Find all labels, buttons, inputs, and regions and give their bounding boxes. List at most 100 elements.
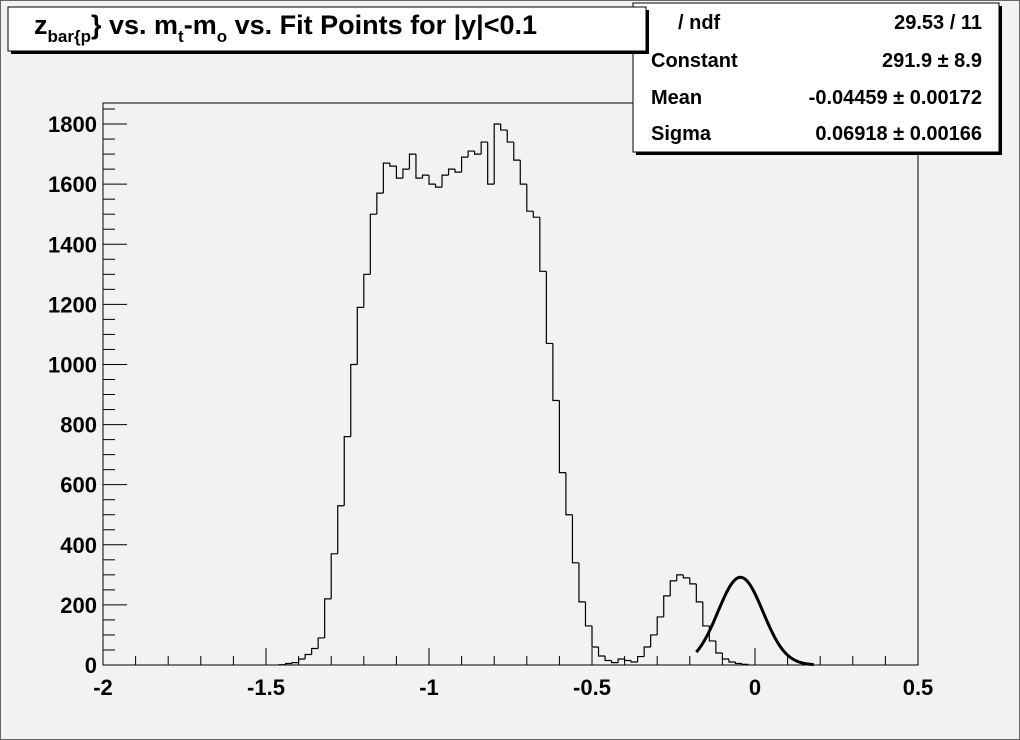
histogram-bin: [298, 658, 306, 663]
histogram-bin: [617, 658, 625, 663]
stats-label: Constant: [651, 50, 738, 72]
histogram: [278, 123, 750, 666]
y-tick-label: 600: [60, 473, 97, 498]
histogram-bin: [637, 655, 645, 662]
histogram-bin: [591, 625, 599, 648]
histogram-bin: [676, 574, 684, 581]
histogram-bin: [395, 166, 403, 179]
histogram-bin: [545, 271, 553, 345]
histogram-bin: [624, 658, 632, 662]
histogram-bin: [728, 658, 736, 663]
histogram-bin: [682, 574, 690, 579]
stats-box-frame: [632, 2, 1000, 153]
histogram-bin: [519, 160, 527, 185]
x-tick-label: -2: [93, 675, 113, 700]
histogram-bin: [597, 646, 606, 657]
histogram-bin: [434, 184, 443, 188]
histogram-bin: [715, 640, 723, 654]
histogram-bin: [291, 661, 299, 664]
histogram-bin: [539, 217, 547, 272]
histogram-bin: [447, 168, 456, 176]
y-axis: 0 200 400 600 800 1000 1200 1400 1600 1800: [48, 103, 127, 678]
y-tick-label: 200: [60, 593, 97, 618]
histogram-bin: [650, 634, 658, 647]
histogram-bin: [441, 174, 449, 188]
fit-curve: [695, 575, 814, 667]
histogram-bin: [474, 151, 482, 155]
histogram-bin: [317, 637, 325, 649]
histogram-bin: [421, 174, 429, 179]
histogram-bin: [702, 601, 710, 627]
x-tick-label: -0.5: [573, 675, 611, 700]
histogram-bin: [500, 124, 508, 131]
histogram-bin: [356, 306, 364, 365]
histogram-bin: [506, 130, 514, 143]
histogram-bin: [656, 616, 664, 635]
histogram-bin: [428, 175, 436, 185]
histogram-bin: [689, 577, 697, 585]
x-tick-label: -1.5: [247, 675, 285, 700]
histogram-bin: [363, 273, 371, 308]
histogram-bin: [343, 435, 351, 506]
histogram-bin: [526, 184, 534, 212]
x-tick-label: 0: [749, 675, 761, 700]
y-tick-label: 1000: [48, 352, 97, 377]
histogram-bin: [311, 647, 319, 655]
histogram-bin: [480, 141, 488, 155]
title-box-frame: [7, 6, 647, 52]
plot-frame: [102, 102, 919, 666]
histogram-bin: [610, 660, 619, 664]
histogram-bin: [734, 661, 742, 665]
stats-value: 291.9 ± 8.9: [882, 50, 982, 72]
histogram-bin: [695, 583, 703, 603]
histogram-bin: [487, 142, 495, 185]
x-tick-label: 0.5: [903, 675, 934, 700]
stats-value: 29.53 / 11: [894, 12, 982, 34]
histogram-bin: [382, 162, 390, 194]
histogram-bin: [513, 142, 521, 161]
histogram-bin: [604, 655, 612, 662]
gaussian-fit: [695, 575, 814, 667]
y-tick-label: 0: [85, 653, 97, 678]
histogram-bin: [337, 505, 345, 554]
histogram-bin: [493, 123, 501, 185]
histogram-bin: [324, 598, 332, 638]
histogram-bin: [578, 562, 586, 603]
histogram-bin: [369, 213, 377, 275]
histogram-bin: [415, 154, 423, 179]
y-tick-label: 400: [60, 533, 97, 558]
histogram-bin: [467, 150, 475, 158]
histogram-bin: [630, 660, 638, 663]
histogram-bin: [532, 211, 540, 218]
histogram-bin: [284, 662, 293, 665]
title-box: zbar{p} vs. mt-mo vs. Fit Points for |y|…: [7, 6, 649, 54]
histogram-bin: [663, 595, 671, 617]
y-tick-label: 1600: [48, 172, 97, 197]
stats-value: -0.04459 ± 0.00172: [809, 87, 982, 109]
histogram-bin: [408, 153, 416, 170]
histogram-bin: [330, 553, 338, 599]
histogram-bin: [454, 169, 462, 173]
histogram-bin: [571, 514, 579, 564]
histogram-bin: [643, 646, 651, 657]
histogram-bin: [584, 601, 592, 627]
y-tick-label: 1200: [48, 292, 97, 317]
stats-label: / ndf: [678, 12, 721, 34]
histogram-bin: [741, 663, 749, 665]
stats-label: Sigma: [651, 123, 712, 145]
histogram-bin: [389, 163, 397, 167]
histogram-bin: [552, 343, 560, 402]
y-tick-label: 1400: [48, 232, 97, 257]
chart-title: zbar{p} vs. mt-mo vs. Fit Points for |y|…: [34, 10, 537, 46]
histogram-bin: [304, 653, 312, 659]
x-tick-label: -1: [419, 675, 439, 700]
histogram-bin: [565, 472, 573, 516]
histogram-bin: [376, 192, 384, 215]
histogram-bin: [669, 580, 677, 596]
stats-box: / ndf 29.53 / 11 Constant 291.9 ± 8.9 Mean -0…: [632, 2, 1002, 155]
x-axis: -2 -1.5 -1 -0.5 0 0.5: [93, 648, 933, 700]
histogram-bin: [350, 363, 358, 437]
y-tick-label: 800: [60, 413, 97, 438]
histogram-bin: [721, 652, 729, 660]
